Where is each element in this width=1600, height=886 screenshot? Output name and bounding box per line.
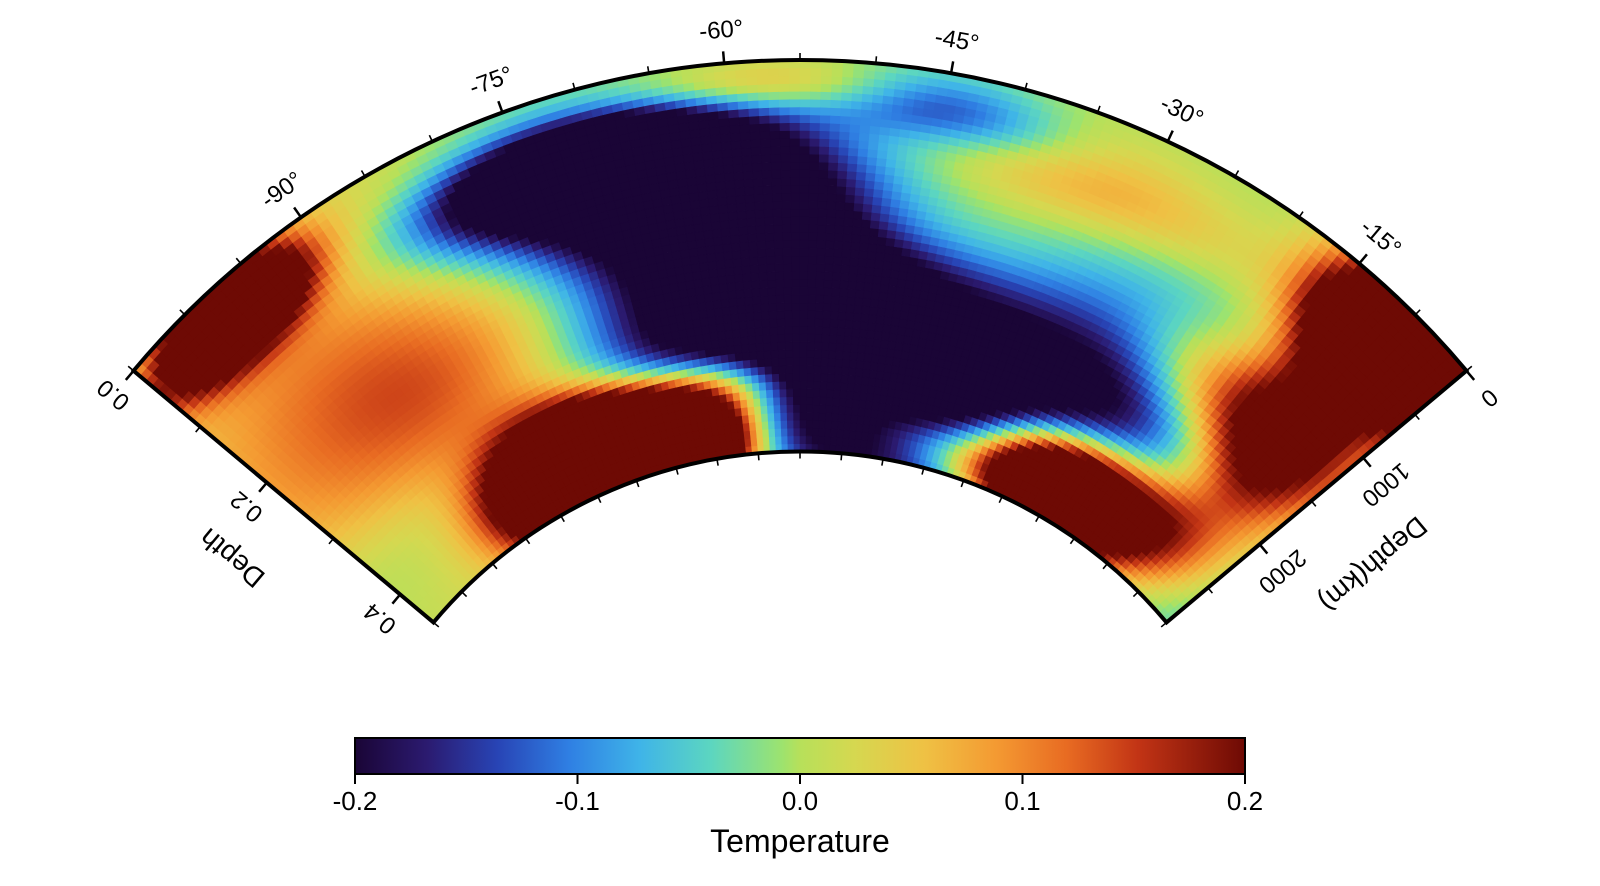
colorbar-tick-label: 0.1 bbox=[1004, 786, 1040, 816]
theta-tick-label: -60° bbox=[698, 15, 744, 46]
left-axis-title: Depth bbox=[193, 522, 270, 594]
theta-tick-label: -30° bbox=[1156, 90, 1208, 133]
colorbar: -0.2 -0.1 0.0 0.1 0.2 Temperature bbox=[333, 738, 1263, 859]
right-tick-label: 0 bbox=[1475, 383, 1503, 412]
right-axis-title: Depth(km) bbox=[1313, 510, 1433, 618]
theta-tick-label: -45° bbox=[933, 23, 981, 57]
colorbar-tick-label: -0.2 bbox=[333, 786, 378, 816]
left-tick-label: 0.2 bbox=[225, 485, 268, 527]
colorbar-tick-label: 0.0 bbox=[782, 786, 818, 816]
left-tick-label: 0.4 bbox=[359, 597, 402, 639]
right-tick-label: 1000 bbox=[1357, 457, 1415, 512]
colorbar-tick-label: -0.1 bbox=[555, 786, 600, 816]
colorbar-rect bbox=[355, 738, 1245, 774]
left-tick-label: 0.0 bbox=[92, 374, 135, 416]
right-tick-label: 2000 bbox=[1253, 544, 1311, 599]
colorbar-ticks: -0.2 -0.1 0.0 0.1 0.2 bbox=[333, 774, 1263, 816]
theta-tick-label: -15° bbox=[1355, 214, 1406, 263]
figure-container: { "figure": { "type": "polar-cross-secti… bbox=[0, 0, 1600, 886]
theta-tick-label: -75° bbox=[466, 61, 517, 102]
polar-cross-section-svg: -90° -75° -60° -45° -30° -15° 0.0 0.2 0.4 0 1000… bbox=[0, 0, 1600, 886]
colorbar-title: Temperature bbox=[710, 823, 890, 859]
theta-tick-label: -90° bbox=[256, 166, 308, 214]
colorbar-tick-label: 0.2 bbox=[1227, 786, 1263, 816]
